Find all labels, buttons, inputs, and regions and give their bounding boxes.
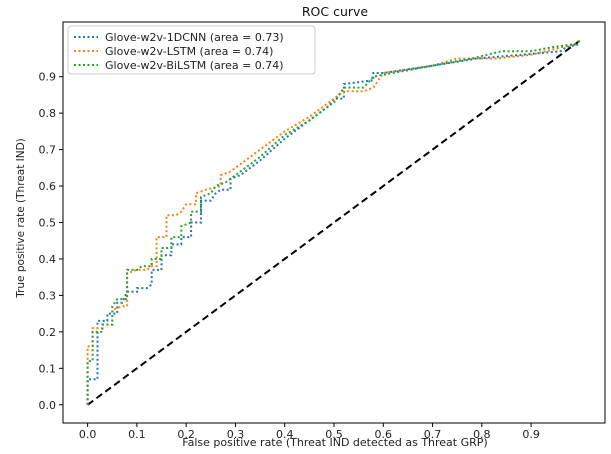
y-tick-label: 0.3	[39, 289, 57, 302]
x-tick-label: 0.9	[522, 428, 540, 441]
y-axis-ticks: 0.0 0.1 0.2 0.3 0.4 0.5 0.6 0.7 0.8 0.9	[39, 71, 63, 412]
curves-layer	[86, 39, 581, 406]
legend-entry: Glove-w2v-BiLSTM (area = 0.74)	[105, 59, 284, 72]
x-tick-label: 0.4	[276, 428, 294, 441]
y-tick-label: 0.6	[39, 180, 57, 193]
roc-curve-lstm	[86, 39, 581, 405]
x-tick-label: 0.3	[227, 428, 245, 441]
legend-entry: Glove-w2v-1DCNN (area = 0.73)	[105, 31, 284, 44]
y-tick-label: 0.1	[39, 362, 57, 375]
x-tick-label: 0.5	[325, 428, 343, 441]
y-tick-label: 0.0	[39, 399, 57, 412]
x-tick-label: 0.7	[424, 428, 442, 441]
y-tick-label: 0.2	[39, 326, 57, 339]
x-tick-label: 0.0	[79, 428, 97, 441]
y-axis-label: True positive rate (Threat IND)	[15, 138, 27, 299]
x-tick-label: 0.8	[473, 428, 491, 441]
x-tick-label: 0.1	[128, 428, 146, 441]
chart-title: ROC curve	[302, 4, 369, 19]
y-tick-label: 0.7	[39, 144, 57, 157]
chance-diagonal-line	[87, 39, 581, 406]
legend-box	[67, 25, 316, 75]
legend: Glove-w2v-1DCNN (area = 0.73)Glove-w2v-L…	[67, 25, 316, 75]
y-tick-label: 0.4	[39, 253, 57, 266]
x-axis-ticks: 0.0 0.1 0.2 0.3 0.4 0.5 0.6 0.7 0.8 0.9	[79, 423, 540, 441]
x-axis-label: False positive rate (Threat IND detected…	[182, 436, 487, 449]
roc-curve-bilstm	[86, 39, 581, 405]
x-tick-label: 0.2	[177, 428, 195, 441]
y-tick-label: 0.9	[39, 71, 57, 84]
x-tick-label: 0.6	[375, 428, 393, 441]
y-tick-label: 0.8	[39, 107, 57, 120]
legend-entry: Glove-w2v-LSTM (area = 0.74)	[105, 45, 273, 58]
y-tick-label: 0.5	[39, 217, 57, 230]
